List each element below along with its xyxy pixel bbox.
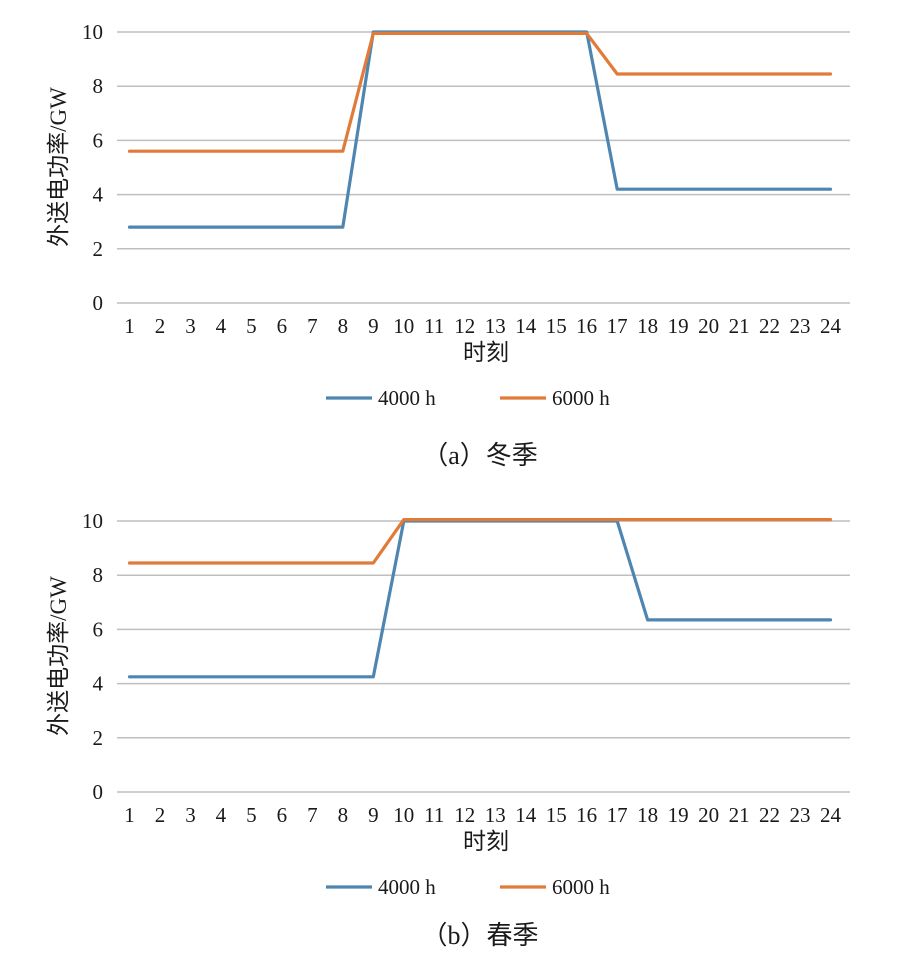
x-tick-label: 18 xyxy=(637,803,658,827)
y-tick-label: 0 xyxy=(93,780,104,804)
x-tick-label: 8 xyxy=(338,314,349,338)
y-axis-title: 外送电功率/GW xyxy=(46,87,71,247)
y-tick-label: 10 xyxy=(82,20,103,44)
series-line-6000-h xyxy=(127,517,833,565)
x-axis-title: 时刻 xyxy=(463,829,509,854)
x-tick-label: 24 xyxy=(820,803,842,827)
x-tick-label: 13 xyxy=(485,803,506,827)
x-tick-label: 21 xyxy=(729,803,750,827)
x-tick-label: 18 xyxy=(637,314,658,338)
y-tick-label: 4 xyxy=(93,183,104,207)
x-tick-label: 11 xyxy=(424,314,444,338)
panel-caption: （b）春季 xyxy=(421,921,538,950)
legend-label: 4000 h xyxy=(378,386,436,410)
x-tick-label: 6 xyxy=(277,314,288,338)
legend-label: 6000 h xyxy=(552,386,610,410)
x-tick-label: 19 xyxy=(668,803,689,827)
y-tick-label: 6 xyxy=(93,617,104,641)
x-tick-label: 19 xyxy=(668,314,689,338)
x-tick-label: 2 xyxy=(155,314,166,338)
x-tick-label: 23 xyxy=(790,314,811,338)
y-tick-label: 8 xyxy=(93,74,104,98)
y-tick-label: 8 xyxy=(93,563,104,587)
x-tick-label: 17 xyxy=(607,803,628,827)
x-tick-label: 23 xyxy=(790,803,811,827)
y-tick-label: 2 xyxy=(93,726,104,750)
x-tick-label: 15 xyxy=(546,314,567,338)
y-tick-label: 0 xyxy=(93,291,104,315)
series-line-6000-h xyxy=(127,31,833,153)
legend-label: 4000 h xyxy=(378,875,436,899)
x-tick-label: 22 xyxy=(759,803,780,827)
x-tick-label: 2 xyxy=(155,803,166,827)
x-tick-label: 20 xyxy=(698,803,719,827)
x-tick-label: 15 xyxy=(546,803,567,827)
panel-caption: （a）冬季 xyxy=(422,441,538,470)
y-tick-label: 10 xyxy=(82,509,103,533)
x-tick-label: 24 xyxy=(820,314,842,338)
x-tick-label: 10 xyxy=(393,314,414,338)
y-tick-label: 2 xyxy=(93,237,104,261)
y-tick-label: 4 xyxy=(93,672,104,696)
x-tick-label: 4 xyxy=(216,803,227,827)
x-tick-label: 5 xyxy=(246,314,257,338)
x-tick-label: 1 xyxy=(124,314,135,338)
x-tick-label: 16 xyxy=(576,314,597,338)
legend-label: 6000 h xyxy=(552,875,610,899)
x-tick-label: 21 xyxy=(729,314,750,338)
x-tick-label: 3 xyxy=(185,803,196,827)
y-axis-title: 外送电功率/GW xyxy=(46,576,71,736)
x-tick-label: 20 xyxy=(698,314,719,338)
x-tick-label: 17 xyxy=(607,314,628,338)
x-tick-label: 7 xyxy=(307,314,318,338)
x-tick-label: 4 xyxy=(216,314,227,338)
x-tick-label: 9 xyxy=(368,314,379,338)
x-tick-label: 14 xyxy=(515,803,537,827)
x-tick-label: 14 xyxy=(515,314,537,338)
x-tick-label: 3 xyxy=(185,314,196,338)
x-tick-label: 7 xyxy=(307,803,318,827)
x-tick-label: 22 xyxy=(759,314,780,338)
x-axis-title: 时刻 xyxy=(463,340,509,365)
y-tick-label: 6 xyxy=(93,128,104,152)
x-tick-label: 11 xyxy=(424,803,444,827)
x-tick-label: 12 xyxy=(454,314,475,338)
x-tick-label: 16 xyxy=(576,803,597,827)
x-tick-label: 1 xyxy=(124,803,135,827)
series-line-4000-h xyxy=(127,30,833,229)
x-tick-label: 13 xyxy=(485,314,506,338)
x-tick-label: 5 xyxy=(246,803,257,827)
x-tick-label: 10 xyxy=(393,803,414,827)
x-tick-label: 12 xyxy=(454,803,475,827)
x-tick-label: 8 xyxy=(338,803,349,827)
series-line-4000-h xyxy=(127,519,833,679)
x-tick-label: 6 xyxy=(277,803,288,827)
x-tick-label: 9 xyxy=(368,803,379,827)
